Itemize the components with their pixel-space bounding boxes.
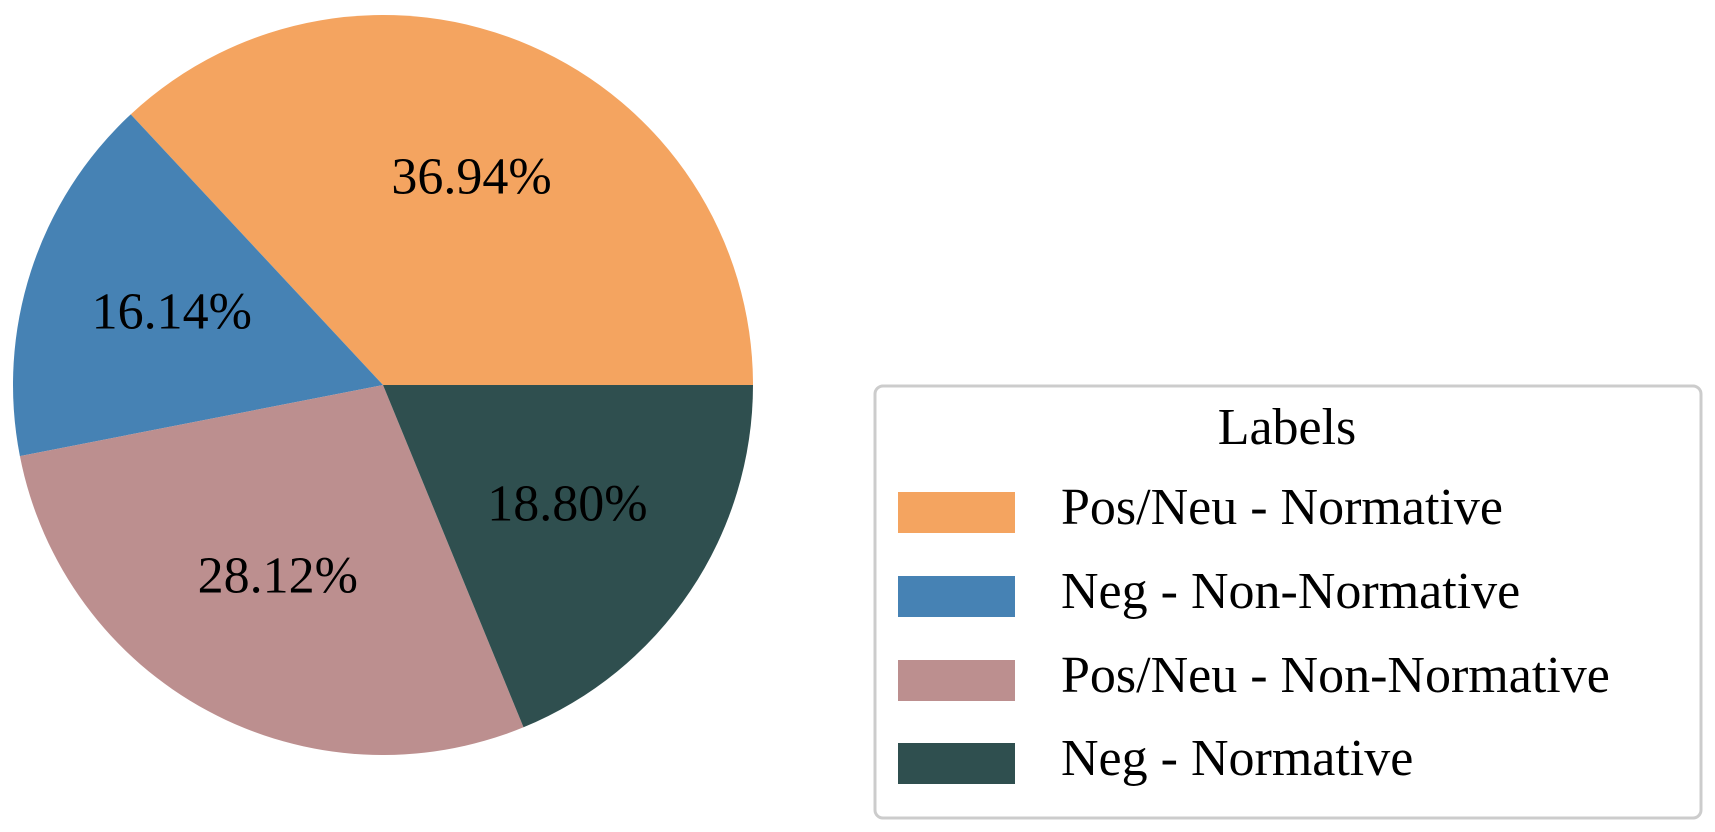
legend-swatch <box>898 743 1015 784</box>
legend-swatch <box>898 576 1015 617</box>
value-label: 28.12% <box>198 547 358 604</box>
value-label: 36.94% <box>391 148 551 205</box>
pie-slice <box>12 114 383 457</box>
legend-swatch <box>898 492 1015 533</box>
legend-label: Neg - Non-Normative <box>1061 563 1520 620</box>
legend-label: Pos/Neu - Non-Normative <box>1061 647 1610 704</box>
legend-title: Labels <box>1218 399 1357 456</box>
legend-box <box>873 384 1703 820</box>
value-label: 16.14% <box>92 283 252 340</box>
pie-slice <box>19 385 524 755</box>
value-label: 18.80% <box>487 476 647 533</box>
legend-label: Pos/Neu - Normative <box>1061 479 1503 536</box>
legend-swatch <box>898 660 1015 701</box>
legend-label: Neg - Normative <box>1061 730 1413 787</box>
pie-slice <box>130 14 753 385</box>
pie-slice <box>383 385 753 728</box>
